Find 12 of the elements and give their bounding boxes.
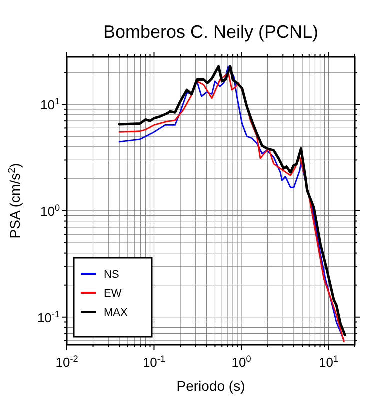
y-tick-label: 10$^{-1}$: [37, 309, 60, 326]
x-tick-label: 10$^{-2}$: [56, 354, 78, 370]
chart-title: Bomberos C. Neily (PCNL): [103, 22, 319, 42]
x-tick-label: 10$^{-1}$: [142, 354, 166, 370]
y-tick-label: 10$^{1}$: [40, 96, 60, 113]
legend-label: MAX: [104, 307, 128, 319]
x-tick-label: 10$^{0}$: [232, 354, 252, 370]
legend-label: EW: [104, 288, 122, 300]
x-tick-label: 10$^{1}$: [318, 354, 338, 370]
legend-label: NS: [104, 269, 120, 281]
x-axis-title: Periodo (s): [176, 378, 246, 394]
y-tick-label: 10$^{0}$: [40, 202, 60, 219]
